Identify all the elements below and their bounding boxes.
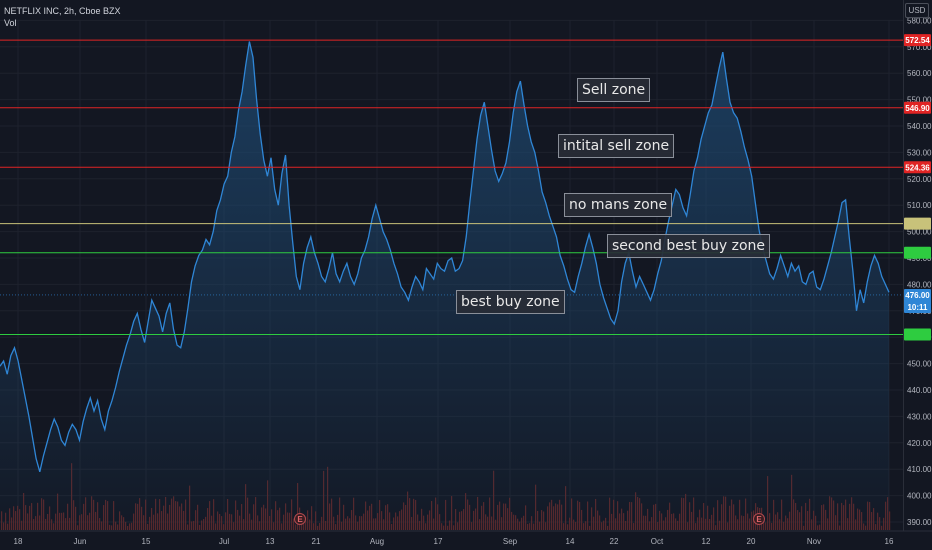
y-tick-label: 520.00 [907, 175, 932, 184]
y-tick-label: 430.00 [907, 412, 932, 421]
level-tag-green [904, 328, 931, 341]
annotation-initial-sell-zone[interactable]: intital sell zone [558, 134, 675, 158]
x-tick-label: Jul [219, 537, 229, 546]
last-price-tag [904, 288, 931, 313]
x-tick-label: Oct [651, 537, 664, 546]
y-tick-label: 500.00 [907, 228, 932, 237]
y-tick-label: 400.00 [907, 492, 932, 501]
level-tag-red [904, 101, 931, 114]
x-tick-label: 17 [434, 537, 443, 546]
volume-legend[interactable]: Vol [4, 18, 17, 28]
price-axis[interactable]: 390.00 400.00 410.00 420.00 430.00 440.00 450.… [903, 0, 932, 531]
y-tick-label: 450.00 [907, 360, 932, 369]
annotation-best-buy-zone[interactable]: best buy zone [456, 290, 565, 314]
y-tick-label: 530.00 [907, 148, 932, 157]
x-tick-label: 18 [14, 537, 23, 546]
y-tick-label: 440.00 [907, 386, 932, 395]
x-tick-label: 20 [747, 537, 756, 546]
x-tick-label: Nov [807, 537, 821, 546]
x-tick-label: 16 [885, 537, 894, 546]
x-tick-label: 22 [610, 537, 619, 546]
y-tick-label: 560.00 [907, 69, 932, 78]
annotation-no-mans-zone[interactable]: no mans zone [564, 193, 673, 217]
annotation-second-best-buy-zone[interactable]: second best buy zone [607, 234, 771, 258]
earnings-marker [294, 513, 306, 525]
price-area [0, 41, 890, 530]
level-tag-red [904, 34, 931, 47]
earnings-marker-label: E [756, 515, 762, 524]
level-tag-label: 572.54 [905, 36, 930, 45]
y-tick-label: 540.00 [907, 122, 932, 131]
level-tag-label: 546.90 [905, 104, 930, 113]
symbol-title[interactable]: NETFLIX INC, 2h, Cboe BZX [4, 6, 121, 16]
level-tag-red [904, 161, 931, 174]
level-tag-green [904, 246, 931, 259]
time-axis[interactable]: 18 Jun 15 Jul 13 21 Aug 17 Sep 14 22 Oct 12 20 Nov 16 [0, 530, 932, 546]
x-tick-label: 12 [702, 537, 711, 546]
y-tick-label: 510.00 [907, 201, 932, 210]
x-tick-label: 15 [142, 537, 151, 546]
countdown-label: 10:11 [907, 303, 928, 312]
x-tick-label: Aug [370, 537, 384, 546]
x-tick-label: 21 [312, 537, 321, 546]
y-tick-label: 550.00 [907, 96, 932, 105]
last-price-label: 476.00 [905, 291, 930, 300]
x-tick-label: Sep [503, 537, 518, 546]
currency-button[interactable]: USD [905, 3, 929, 18]
level-tag-yellow [904, 217, 931, 230]
y-tick-label: 580.00 [907, 16, 932, 25]
y-tick-label: 420.00 [907, 439, 932, 448]
x-tick-label: Jun [74, 537, 87, 546]
y-tick-label: 480.00 [907, 280, 932, 289]
chart-legend: NETFLIX INC, 2h, Cboe BZX Vol [4, 5, 121, 29]
earnings-marker-label: E [297, 515, 303, 524]
annotation-sell-zone[interactable]: Sell zone [577, 78, 651, 102]
level-tag-label: 524.36 [905, 163, 930, 172]
x-tick-label: 14 [566, 537, 575, 546]
earnings-marker [753, 513, 765, 525]
price-line [0, 41, 890, 472]
x-tick-label: 13 [266, 537, 275, 546]
y-tick-label: 570.00 [907, 43, 932, 52]
price-axis-tags: 572.54 546.90 524.36 476.00 10:11 [904, 34, 931, 341]
price-area-fill [0, 41, 889, 530]
volume-bar [889, 511, 891, 530]
y-tick-label: 410.00 [907, 465, 932, 474]
y-tick-label: 390.00 [907, 518, 932, 527]
